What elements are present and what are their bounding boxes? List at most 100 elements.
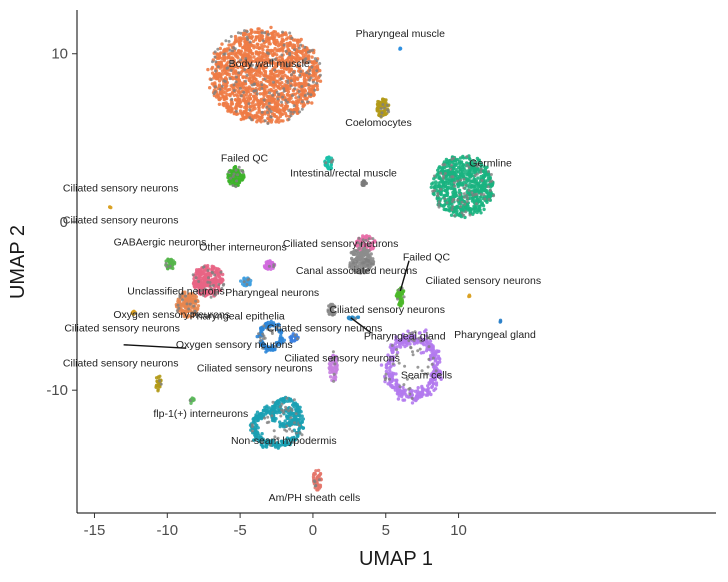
data-point: [327, 362, 332, 366]
data-point: [257, 37, 261, 41]
data-point: [455, 170, 459, 174]
data-point: [215, 52, 219, 56]
data-point: [488, 176, 492, 181]
data-point: [421, 387, 425, 391]
data-point-grey: [413, 330, 417, 334]
data-point-grey: [263, 77, 267, 81]
data-point: [412, 334, 416, 338]
data-point-grey: [307, 72, 311, 76]
data-point: [265, 408, 270, 413]
data-point-grey: [380, 111, 384, 115]
data-point: [444, 169, 448, 173]
data-point-grey: [293, 48, 296, 52]
data-point-grey: [229, 176, 233, 180]
data-point: [297, 49, 302, 54]
data-point: [360, 254, 364, 258]
data-point-grey: [267, 102, 271, 105]
data-point-grey: [207, 276, 210, 280]
data-point: [166, 257, 170, 261]
data-point: [362, 249, 366, 254]
data-point: [311, 93, 316, 98]
data-point-grey: [227, 170, 231, 174]
cluster-label: Ciliated sensory neurons: [267, 322, 383, 334]
data-point: [266, 98, 270, 102]
data-point: [311, 74, 315, 78]
data-point-grey: [270, 414, 274, 418]
data-point: [260, 444, 265, 448]
data-point-grey: [282, 87, 286, 91]
data-point: [295, 77, 300, 82]
data-point-grey: [279, 77, 283, 81]
data-point: [279, 330, 284, 335]
cluster-label: Ciliated sensory neurons: [63, 183, 179, 195]
data-point-grey: [402, 295, 406, 299]
data-point: [203, 272, 207, 276]
data-point-grey: [427, 357, 431, 361]
data-point: [288, 41, 292, 45]
data-point-grey: [265, 51, 269, 55]
data-point-grey: [437, 373, 441, 377]
data-point-grey: [181, 292, 184, 295]
data-point: [415, 397, 419, 401]
data-point: [289, 412, 293, 416]
data-point-grey: [329, 305, 333, 309]
data-point-grey: [367, 237, 371, 241]
data-point: [259, 71, 264, 76]
data-point: [425, 393, 430, 397]
data-point-grey: [300, 107, 304, 111]
data-point: [467, 156, 471, 160]
data-point-grey: [437, 200, 441, 204]
data-point: [278, 341, 283, 346]
data-point: [292, 74, 297, 79]
data-point: [467, 294, 471, 299]
data-point-grey: [242, 280, 246, 284]
data-point-grey: [223, 80, 227, 83]
cluster-27: [498, 318, 503, 324]
data-point: [190, 293, 194, 298]
data-point: [437, 349, 441, 353]
data-point-grey: [292, 398, 296, 402]
data-point: [206, 67, 210, 72]
data-point: [246, 45, 250, 49]
leader-line: [350, 317, 372, 334]
data-point: [233, 106, 238, 110]
data-point: [442, 203, 447, 207]
data-point: [443, 183, 448, 188]
data-point-grey: [268, 443, 272, 447]
data-point: [275, 105, 279, 109]
data-point: [250, 101, 255, 105]
data-point: [261, 437, 265, 441]
data-point: [426, 386, 431, 391]
data-point-grey: [467, 166, 471, 169]
data-point: [213, 280, 217, 284]
data-point: [267, 260, 272, 265]
data-point-grey: [229, 35, 233, 38]
data-point: [254, 35, 259, 40]
data-point: [194, 284, 198, 288]
data-point-grey: [218, 87, 222, 91]
data-point-grey: [453, 184, 457, 188]
data-point: [428, 339, 433, 343]
data-point: [242, 174, 246, 178]
data-point: [277, 322, 281, 326]
data-point-grey: [229, 69, 233, 72]
data-point: [210, 67, 214, 71]
data-point: [256, 30, 260, 35]
data-point: [255, 415, 259, 419]
data-point-grey: [280, 100, 283, 104]
data-point-grey: [296, 63, 300, 67]
data-point-grey: [261, 332, 265, 336]
data-point: [312, 472, 317, 476]
data-point-grey: [224, 39, 228, 43]
data-point: [177, 299, 182, 303]
data-point-grey: [465, 155, 469, 159]
data-point-grey: [411, 353, 415, 357]
data-point-grey: [263, 31, 267, 35]
data-point-grey: [159, 382, 163, 386]
data-point: [233, 34, 238, 39]
data-point: [395, 383, 400, 388]
data-point: [278, 423, 283, 427]
data-point: [275, 79, 280, 84]
data-point: [275, 53, 279, 57]
data-point-grey: [210, 270, 214, 274]
